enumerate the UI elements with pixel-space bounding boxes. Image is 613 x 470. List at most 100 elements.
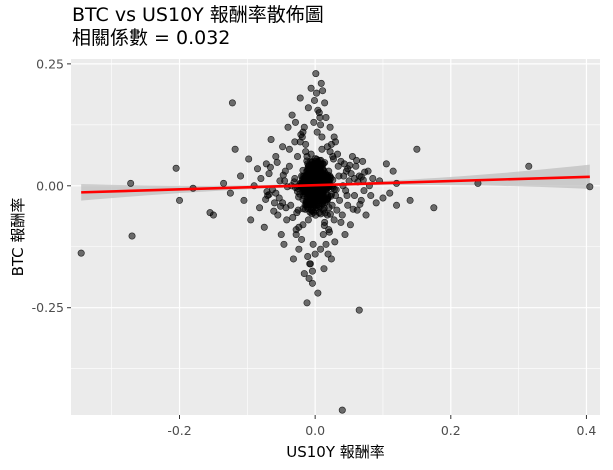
data-point [289,213,297,221]
data-point [266,163,274,171]
gridlines [71,59,600,415]
confidence-band [81,164,590,201]
data-point [310,118,318,126]
data-point [313,89,321,97]
data-point [295,245,303,253]
data-point [220,179,228,187]
data-point [334,150,342,158]
data-point [176,196,184,204]
data-point [413,145,421,153]
data-point [341,231,349,239]
data-point [300,270,308,278]
data-point [330,133,338,141]
data-point [240,196,248,204]
data-point [325,204,333,212]
data-point [317,245,325,253]
chart-title: BTC vs US10Y 報酬率散佈圖 [72,4,324,26]
data-point [297,131,305,139]
data-point [326,148,334,156]
data-point [263,188,271,196]
data-point [295,193,303,201]
data-point [361,168,369,176]
data-point [319,231,327,239]
data-point [279,143,287,151]
data-point [313,128,321,136]
data-point [337,218,345,226]
data-point [306,168,314,176]
data-point [320,265,328,273]
data-point [270,199,278,207]
data-point [308,267,316,275]
data-point [270,207,278,215]
y-tick-label: 0.00 [36,178,64,193]
data-point [307,150,315,158]
confidence-band-layer [81,164,590,201]
data-point [346,161,354,169]
y-tick-label: -0.25 [32,300,64,315]
data-point [319,87,327,95]
data-point [304,253,312,261]
data-point [309,240,317,248]
data-point [226,189,234,197]
data-point [317,188,325,196]
y-tick-label: 0.25 [36,56,64,71]
data-point [330,216,338,224]
data-point [316,114,324,122]
data-point [314,289,322,297]
data-point [292,231,300,239]
data-point [331,238,339,246]
data-point [310,191,318,199]
data-point [291,118,299,126]
data-point [326,123,334,131]
data-point [304,104,312,112]
data-point [254,165,262,173]
data-point [285,162,293,170]
data-point [283,216,291,224]
data-point [356,200,364,208]
data-point [322,171,330,179]
data-point [525,162,533,170]
data-point [393,201,401,209]
data-point [311,250,319,258]
data-point [308,279,316,287]
data-point [77,249,85,257]
data-point [298,235,306,243]
data-point [260,223,268,231]
data-point [430,204,438,212]
chart-subtitle: 相關係數 = 0.032 [72,27,231,49]
data-point [353,156,361,164]
data-point [256,204,264,212]
data-point [231,145,239,153]
axes-layer: -0.2 0.0 0.2 0.4 -0.25 0.00 0.25 [32,56,597,438]
data-point [293,209,301,217]
data-point [128,232,136,240]
x-tick-label: -0.2 [167,423,191,438]
data-point [336,196,344,204]
x-tick-label: 0.2 [441,423,461,438]
data-point [247,216,255,224]
data-point [281,177,289,185]
regression-line [81,175,590,194]
data-point [372,199,380,207]
x-axis-label: US10Y 報酬率 [286,443,385,461]
data-point [289,255,297,263]
data-point [369,174,377,182]
data-point [305,274,313,282]
data-point [379,194,387,202]
data-point [344,201,352,209]
data-point [272,153,280,161]
data-point [299,166,307,174]
data-point [367,192,375,200]
data-point [285,145,293,153]
data-point [322,240,330,248]
data-point [312,171,320,179]
data-point [304,216,312,224]
data-point [313,159,321,167]
data-point [386,189,394,197]
data-point [338,406,346,414]
data-point [362,211,370,219]
data-point [228,99,236,107]
data-point [352,162,360,170]
data-point [284,123,292,131]
